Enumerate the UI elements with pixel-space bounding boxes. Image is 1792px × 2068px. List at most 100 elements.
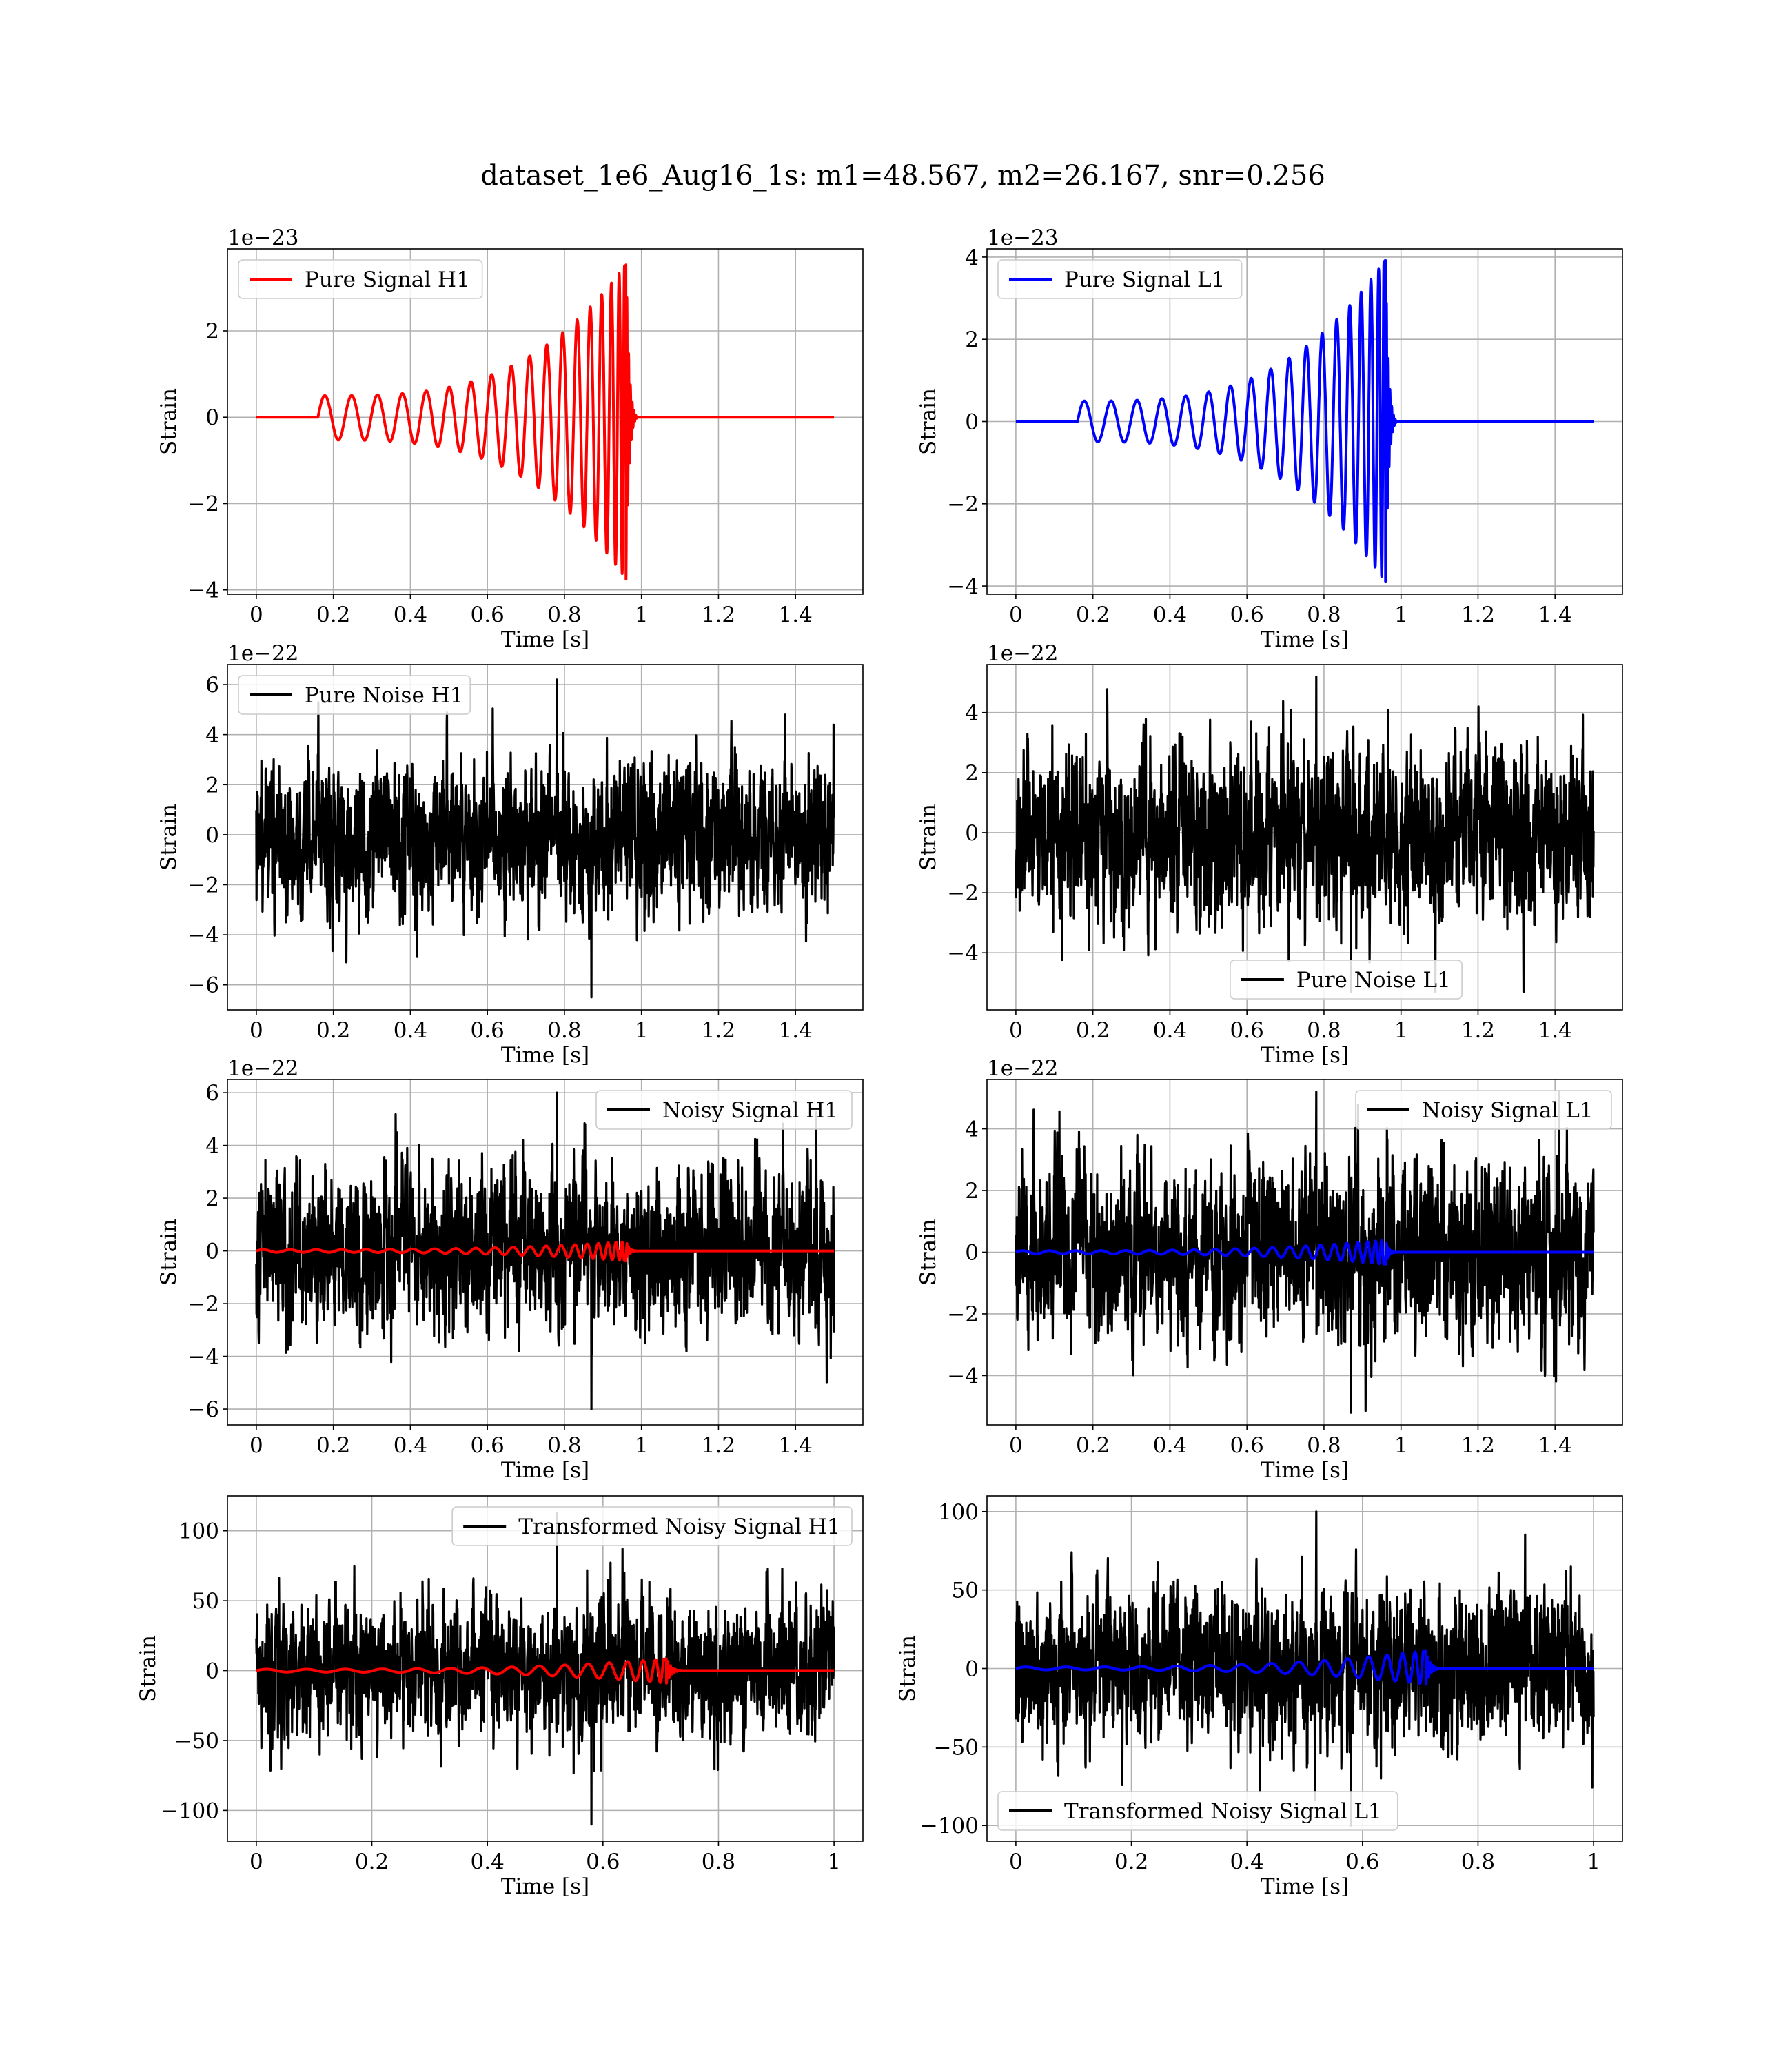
y-tick-label: −6: [187, 1397, 219, 1422]
x-tick-label: 1: [1394, 602, 1408, 627]
x-tick-label: 0.6: [1345, 1849, 1379, 1874]
axes-frame: [227, 248, 864, 595]
x-tick-label: 0.8: [1461, 1849, 1495, 1874]
legend-label: Transformed Noisy Signal H1: [518, 1514, 840, 1539]
legend: Noisy Signal L1: [1355, 1090, 1612, 1130]
x-tick-label: 1.4: [779, 1018, 813, 1043]
y-axis-label: Strain: [916, 388, 941, 455]
x-tick-label: 1: [635, 602, 649, 627]
legend: Pure Noise L1: [1230, 960, 1463, 1000]
x-tick-label: 0: [250, 602, 263, 627]
x-axis-label: Time [s]: [501, 1458, 589, 1483]
axes-pure-noise-l1: 0 0.2 0.4 0.6 0.8 1 1.2 1.4 −4 −2 0 2 4 Time [s] Strai…: [916, 641, 1623, 1068]
legend: Pure Signal H1: [238, 259, 483, 299]
x-axis-label: Time [s]: [1261, 1043, 1349, 1068]
x-tick-label: 0.4: [1153, 1018, 1187, 1043]
y-tick-label: −50: [934, 1735, 979, 1760]
y-axis-label: Strain: [916, 1219, 941, 1286]
x-tick-label: 1.4: [779, 602, 813, 627]
legend-label: Noisy Signal H1: [662, 1098, 838, 1123]
series-line-overlay: [1015, 1239, 1595, 1266]
legend-frame: [997, 1791, 1398, 1831]
y-tick-label: −2: [947, 492, 979, 517]
x-tick-label: 0.6: [471, 602, 505, 627]
x-tick-label: 0: [1009, 1849, 1023, 1874]
x-axis-label: Time [s]: [501, 1043, 589, 1068]
y-tick-label: 2: [205, 773, 219, 798]
y-tick-label: −4: [947, 574, 979, 599]
x-tick-label: 1: [827, 1849, 841, 1874]
axes-noisy-signal-h1: 0 0.2 0.4 0.6 0.8 1 1.2 1.4 −6 −4 −2 0 2 4 6 Time [s] St…: [156, 1056, 864, 1483]
axis-offset-text: 1e−23: [987, 225, 1059, 250]
x-tick-label: 0.4: [394, 1018, 427, 1043]
x-tick-label: 0.2: [1076, 1018, 1110, 1043]
legend: Transformed Noisy Signal L1: [997, 1791, 1398, 1831]
series-line-overlay: [1015, 1649, 1595, 1686]
y-tick-label: 100: [938, 1500, 979, 1525]
y-tick-label: 2: [965, 327, 979, 352]
x-tick-label: 1.2: [702, 1433, 735, 1458]
axes-transformed-noisy-signal-l1: 0 0.2 0.4 0.6 0.8 1 −100 −50 0 50 100 Time [s] Strai…: [895, 1495, 1623, 1899]
x-tick-label: 1.2: [1461, 602, 1495, 627]
y-tick-label: 0: [205, 405, 219, 430]
legend-frame: [238, 259, 483, 299]
x-tick-label: 0.8: [1307, 602, 1341, 627]
x-tick-label: 0.8: [547, 1018, 581, 1043]
legend-label: Pure Signal H1: [305, 267, 470, 292]
legend: Pure Signal L1: [997, 259, 1243, 299]
x-tick-label: 0.4: [394, 1433, 427, 1458]
series-line-overlay: [255, 1240, 835, 1263]
y-tick-label: 50: [952, 1579, 979, 1603]
axes-frame: [227, 1495, 864, 1842]
x-tick-label: 1.2: [702, 1018, 735, 1043]
x-tick-label: 1.4: [1538, 1433, 1572, 1458]
x-tick-label: 0.2: [316, 1433, 350, 1458]
x-tick-label: 0.8: [702, 1849, 735, 1874]
series-line-overlay: [255, 1657, 835, 1685]
series-line-primary: [1015, 675, 1595, 993]
legend-frame: [1355, 1090, 1612, 1130]
x-tick-label: 0.4: [1153, 602, 1187, 627]
y-tick-label: −100: [161, 1798, 219, 1823]
axes-frame: [986, 664, 1623, 1011]
legend-frame: [1230, 960, 1463, 1000]
y-tick-label: 50: [192, 1589, 219, 1614]
x-tick-label: 1.2: [1461, 1018, 1495, 1043]
x-tick-label: 1: [1587, 1849, 1600, 1874]
x-tick-label: 1.4: [1538, 602, 1572, 627]
series-line-primary: [255, 1091, 835, 1410]
y-tick-label: 100: [179, 1519, 219, 1544]
legend-label: Noisy Signal L1: [1422, 1098, 1594, 1123]
y-axis-label: Strain: [156, 1219, 181, 1286]
x-tick-label: 0.2: [1114, 1849, 1148, 1874]
axis-offset-text: 1e−22: [227, 641, 299, 666]
axis-offset-text: 1e−22: [227, 1056, 299, 1081]
x-axis-label: Time [s]: [1261, 627, 1349, 652]
legend-label: Pure Noise L1: [1296, 968, 1451, 993]
legend-frame: [451, 1506, 853, 1546]
x-tick-label: 0.8: [547, 602, 581, 627]
legend: Noisy Signal H1: [595, 1090, 853, 1130]
y-tick-label: −2: [187, 1292, 219, 1317]
legend: Transformed Noisy Signal H1: [451, 1506, 853, 1546]
x-tick-label: 1.2: [1461, 1433, 1495, 1458]
x-tick-label: 0.2: [355, 1849, 389, 1874]
y-axis-label: Strain: [895, 1635, 920, 1702]
x-tick-label: 0.2: [316, 602, 350, 627]
legend-frame: [238, 675, 471, 715]
y-tick-label: 4: [965, 701, 979, 726]
y-tick-label: 0: [965, 821, 979, 846]
x-tick-label: 0.6: [471, 1433, 505, 1458]
y-tick-label: 2: [965, 1179, 979, 1204]
y-tick-label: 0: [965, 410, 979, 435]
y-tick-label: 6: [205, 1081, 219, 1106]
series-line-primary: [1015, 258, 1595, 584]
y-axis-label: Strain: [136, 1635, 161, 1702]
axis-offset-text: 1e−22: [987, 641, 1059, 666]
axis-offset-text: 1e−22: [987, 1056, 1059, 1081]
y-tick-label: −4: [947, 941, 979, 966]
y-tick-label: −2: [187, 873, 219, 898]
x-tick-label: 0.6: [1230, 602, 1264, 627]
x-axis-label: Time [s]: [501, 1874, 589, 1899]
series-line-primary: [1015, 1091, 1595, 1414]
